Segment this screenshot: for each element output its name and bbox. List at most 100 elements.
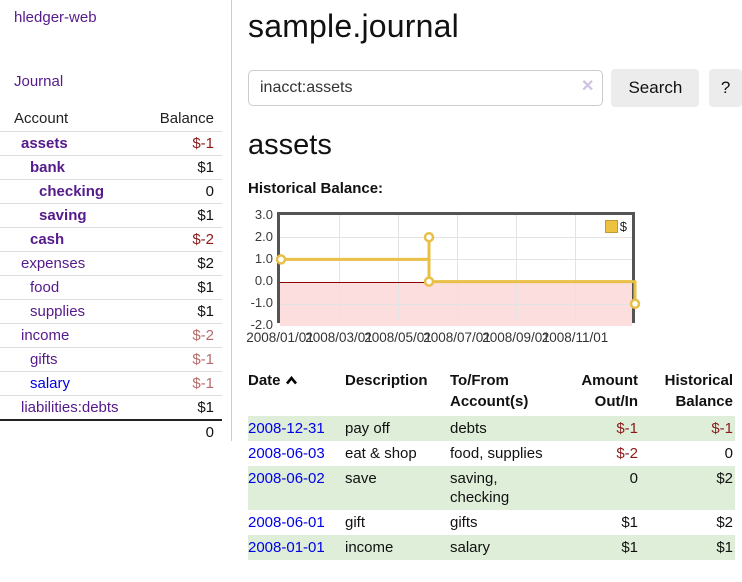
account-balance: $-1 [145,346,222,371]
transaction-date-link[interactable]: 2008-06-01 [248,514,325,531]
table-row: supplies $1 [0,298,222,323]
y-tick: -1.0 [250,295,273,310]
transaction-description: pay off [345,420,390,437]
account-balance: $-1 [145,130,222,155]
account-link-saving[interactable]: saving [39,206,87,224]
account-balance: $1 [145,274,222,299]
transaction-accounts: saving, checking [450,470,510,506]
transaction-balance: $2 [716,514,733,531]
transaction-description: income [345,539,394,556]
table-row: assets $-1 [0,130,222,155]
table-row: cash $-2 [0,226,222,251]
legend-swatch [604,220,618,233]
legend-label: $ [619,219,627,234]
account-link-checking[interactable]: checking [39,182,105,200]
balance-line-series [275,231,641,310]
account-link-salary[interactable]: salary [30,374,71,392]
transaction-accounts: gifts [450,514,478,531]
sort-ascending-icon [285,370,298,391]
transaction-date-link[interactable]: 2008-06-03 [248,445,325,462]
table-row: 2008-06-03 eat & shop food, supplies $-2… [248,441,735,466]
x-tick: 2008/05/01 [364,330,432,345]
transaction-description: eat & shop [345,445,417,462]
clear-search-icon[interactable]: ✕ [581,78,595,95]
x-tick: 2008/07/01 [423,330,491,345]
help-button[interactable]: ? [709,69,742,107]
transaction-date-link[interactable]: 2008-01-01 [248,539,325,556]
page-title: sample.journal [248,8,459,44]
account-balance: $1 [145,394,222,420]
transaction-balance: 0 [724,445,733,462]
table-row: 2008-06-02 save saving, checking 0 $2 [248,466,735,510]
column-header-date[interactable]: Date [248,368,345,416]
column-header-accounts: To/From Account(s) [450,372,529,410]
table-row: 2008-01-01 income salary $1 $1 [248,535,735,560]
account-balance: $1 [145,154,222,179]
y-tick: -2.0 [250,317,273,332]
account-balance: $1 [145,298,222,323]
gridline [339,215,340,320]
table-row: 2008-06-01 gift gifts $1 $2 [248,510,735,535]
transaction-balance: $1 [716,539,733,556]
account-link-bank[interactable]: bank [30,158,66,176]
app-brand-link[interactable]: hledger-web [14,9,97,26]
account-balance: $-1 [145,370,222,395]
gridline [280,259,632,261]
accounts-header-balance: Balance [159,110,214,128]
account-link-expenses[interactable]: expenses [21,254,86,272]
transaction-amount: 0 [629,470,638,487]
table-row: saving $1 [0,202,222,227]
historical-balance-chart: 3.0 2.0 1.0 0.0 -1.0 -2.0 [246,205,668,347]
account-balance: $-2 [145,226,222,251]
x-tick: 2008/11/01 [541,330,609,345]
y-tick: 1.0 [254,251,273,266]
transaction-accounts: food, supplies [450,445,543,462]
sidebar: hledger-web Journal Account Balance asse… [0,0,232,444]
account-link-income[interactable]: income [21,326,70,344]
table-row: bank $1 [0,154,222,179]
sidebar-item-journal[interactable]: Journal [14,73,64,90]
data-point-marker [423,231,435,243]
x-tick: 2008/09/01 [482,330,550,345]
gridline [398,215,399,320]
gridline [575,215,576,320]
account-link-food[interactable]: food [30,278,60,296]
gridline [280,237,632,239]
accounts-table: Account Balance assets $-1 bank $1 check… [0,107,222,444]
transaction-amount: $1 [621,514,638,531]
table-row: 2008-12-31 pay off debts $-1 $-1 [248,416,735,441]
gridline [457,215,458,320]
account-link-cash[interactable]: cash [30,230,65,248]
data-point-marker [423,276,435,287]
column-header-amount: Amount Out/In [581,372,638,410]
table-row: gifts $-1 [0,346,222,371]
table-row: expenses $2 [0,250,222,275]
gridline [516,215,517,320]
chart-title: Historical Balance: [248,180,384,197]
account-balance: $-2 [145,322,222,347]
account-link-gifts[interactable]: gifts [30,350,58,368]
transaction-accounts: debts [450,420,487,437]
transaction-description: save [345,470,377,487]
transaction-date-link[interactable]: 2008-12-31 [248,420,325,437]
x-tick: 2008/03/01 [305,330,373,345]
transaction-date-link[interactable]: 2008-06-02 [248,470,325,487]
column-header-balance: Historical Balance [664,372,733,410]
account-link-liabilities-debts[interactable]: liabilities:debts [21,398,119,416]
transaction-accounts: salary [450,539,491,556]
search-input[interactable] [248,70,604,106]
y-tick: 0.0 [254,273,273,288]
table-row: liabilities:debts $1 [0,394,222,420]
account-link-assets[interactable]: assets [21,134,68,152]
transaction-amount: $1 [621,539,638,556]
chart-legend: $ [604,219,627,234]
account-link-supplies[interactable]: supplies [30,302,86,320]
table-row: food $1 [0,274,222,299]
search-button[interactable]: Search [611,69,700,107]
table-row: checking 0 [0,178,222,203]
y-tick: 3.0 [254,207,273,222]
data-point-marker [275,254,287,265]
column-header-description: Description [345,372,428,389]
accounts-total-value: 0 [145,418,222,444]
search-form: ✕ Search ? [248,69,742,107]
